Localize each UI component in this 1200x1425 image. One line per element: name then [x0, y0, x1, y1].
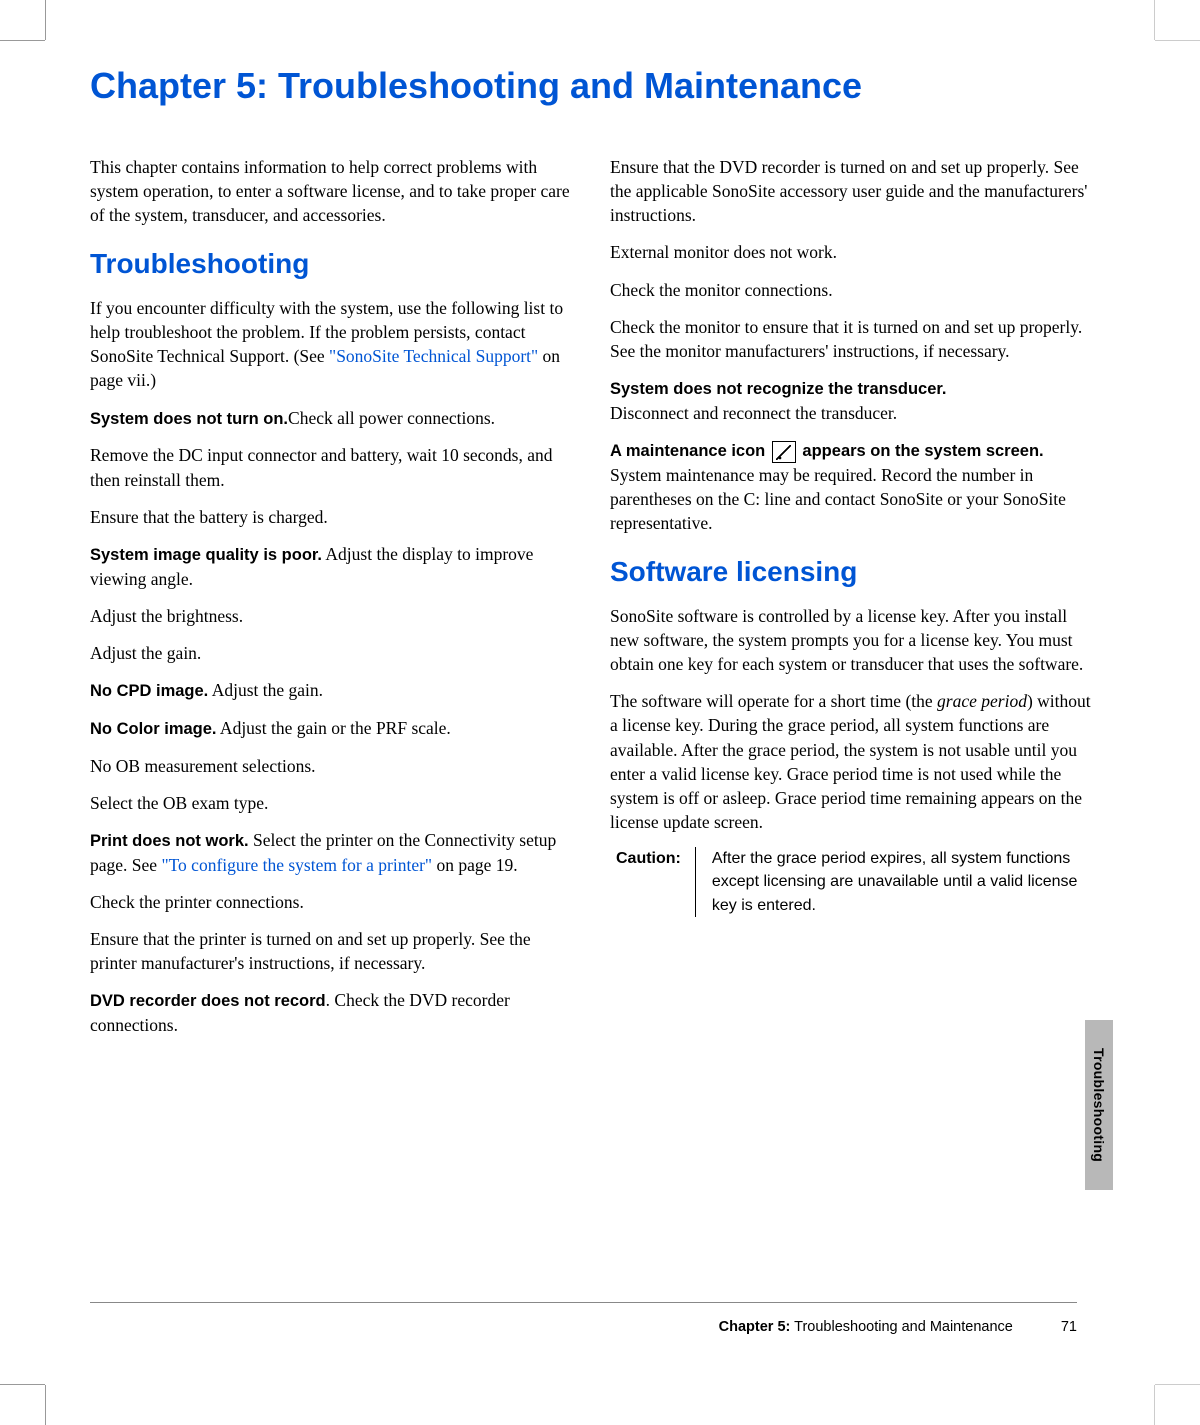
item-dc: Remove the DC input connector and batter… — [90, 443, 575, 491]
item-ob2: Select the OB exam type. — [90, 791, 575, 815]
caution-label: Caution: — [610, 847, 696, 917]
troubleshooting-intro: If you encounter difficulty with the sys… — [90, 296, 575, 393]
heading-troubleshooting: Troubleshooting — [90, 245, 575, 284]
item-ob1: No OB measurement selections. — [90, 754, 575, 778]
item-gain: Adjust the gain. — [90, 641, 575, 665]
software-p2: The software will operate for a short ti… — [610, 689, 1095, 834]
page-content: Chapter 5: Troubleshooting and Maintenan… — [90, 65, 1095, 1345]
chapter-title: Chapter 5: Troubleshooting and Maintenan… — [90, 65, 1095, 107]
item-ext2: Check the monitor connections. — [610, 278, 1095, 302]
item-dvd: DVD recorder does not record. Check the … — [90, 988, 575, 1037]
maintenance-icon — [772, 441, 796, 463]
right-column: Ensure that the DVD recorder is turned o… — [610, 155, 1095, 1050]
footer-title: Troubleshooting and Maintenance — [790, 1319, 1013, 1335]
link-tech-support[interactable]: "SonoSite Technical Support" — [329, 346, 538, 366]
item-battery: Ensure that the battery is charged. — [90, 505, 575, 529]
column-layout: This chapter contains information to hel… — [90, 155, 1095, 1050]
item-dvd-on: Ensure that the DVD recorder is turned o… — [610, 155, 1095, 227]
item-print-conn: Check the printer connections. — [90, 890, 575, 914]
item-brightness: Adjust the brightness. — [90, 604, 575, 628]
caution-box: Caution: After the grace period expires,… — [610, 847, 1095, 917]
link-configure-printer[interactable]: "To configure the system for a printer" — [161, 855, 432, 875]
heading-software-licensing: Software licensing — [610, 553, 1095, 592]
left-column: This chapter contains information to hel… — [90, 155, 575, 1050]
intro-paragraph: This chapter contains information to hel… — [90, 155, 575, 227]
side-tab: Troubleshooting — [1085, 1020, 1113, 1190]
item-transducer: System does not recognize the transducer… — [610, 376, 1095, 425]
item-print: Print does not work. Select the printer … — [90, 828, 575, 877]
item-maintenance: A maintenance icon appears on the system… — [610, 438, 1095, 535]
side-tab-label: Troubleshooting — [1091, 1048, 1107, 1162]
item-image-quality: System image quality is poor. Adjust the… — [90, 542, 575, 591]
page-footer: Chapter 5: Troubleshooting and Maintenan… — [719, 1319, 1077, 1335]
item-print-on: Ensure that the printer is turned on and… — [90, 927, 575, 975]
item-ext3: Check the monitor to ensure that it is t… — [610, 315, 1095, 363]
footer-chapter: Chapter 5: — [719, 1319, 791, 1335]
footer-page-number: 71 — [1061, 1319, 1077, 1335]
caution-text: After the grace period expires, all syst… — [696, 847, 1095, 917]
item-cpd: No CPD image. Adjust the gain. — [90, 678, 575, 703]
item-turn-on: System does not turn on.Check all power … — [90, 406, 575, 431]
software-p1: SonoSite software is controlled by a lic… — [610, 604, 1095, 676]
footer-rule — [90, 1302, 1077, 1304]
item-ext1: External monitor does not work. — [610, 240, 1095, 264]
item-color: No Color image. Adjust the gain or the P… — [90, 716, 575, 741]
